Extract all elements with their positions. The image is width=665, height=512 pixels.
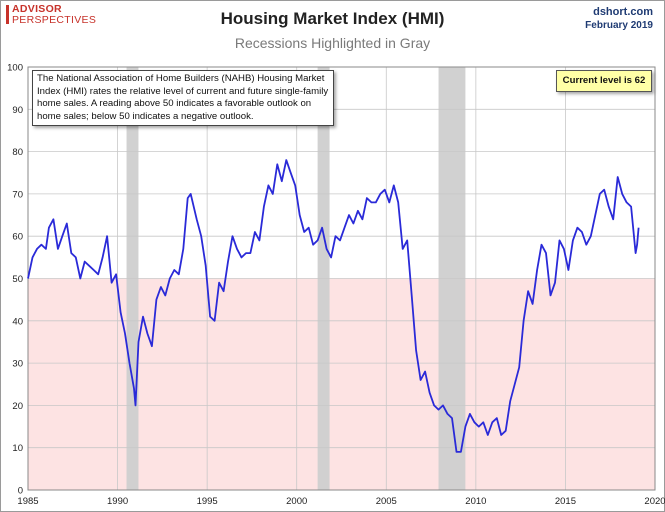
y-tick-label: 50 bbox=[12, 274, 23, 285]
description-note-box: The National Association of Home Builder… bbox=[32, 70, 334, 126]
y-tick-label: 0 bbox=[18, 486, 23, 497]
x-tick-label: 1995 bbox=[197, 496, 218, 507]
x-tick-label: 2000 bbox=[286, 496, 307, 507]
y-tick-label: 70 bbox=[12, 189, 23, 200]
y-tick-label: 80 bbox=[12, 147, 23, 158]
date-label: February 2019 bbox=[585, 20, 653, 31]
chart-title: Housing Market Index (HMI) bbox=[220, 9, 445, 28]
y-tick-label: 20 bbox=[12, 401, 23, 412]
logo-bar-icon bbox=[6, 5, 9, 24]
x-tick-label: 2015 bbox=[555, 496, 576, 507]
current-level-box: Current level is 62 bbox=[556, 70, 652, 92]
x-tick-label: 2010 bbox=[465, 496, 486, 507]
y-tick-label: 60 bbox=[12, 232, 23, 243]
logo-text-advisor: ADVISOR bbox=[12, 3, 62, 15]
y-tick-label: 90 bbox=[12, 105, 23, 116]
x-tick-label: 1990 bbox=[107, 496, 128, 507]
logo-text-perspectives: PERSPECTIVES bbox=[12, 14, 97, 26]
hmi-series-line bbox=[27, 159, 640, 453]
site-url: dshort.com bbox=[593, 6, 653, 18]
x-tick-label: 2005 bbox=[376, 496, 397, 507]
x-tick-label: 1985 bbox=[17, 496, 38, 507]
below-50-zone bbox=[28, 278, 655, 490]
y-tick-label: 10 bbox=[12, 443, 23, 454]
y-tick-label: 40 bbox=[12, 316, 23, 327]
x-tick-label: 2020 bbox=[644, 496, 665, 507]
y-tick-label: 30 bbox=[12, 359, 23, 370]
chart-subtitle: Recessions Highlighted in Gray bbox=[234, 35, 431, 51]
y-tick-label: 100 bbox=[7, 63, 23, 74]
